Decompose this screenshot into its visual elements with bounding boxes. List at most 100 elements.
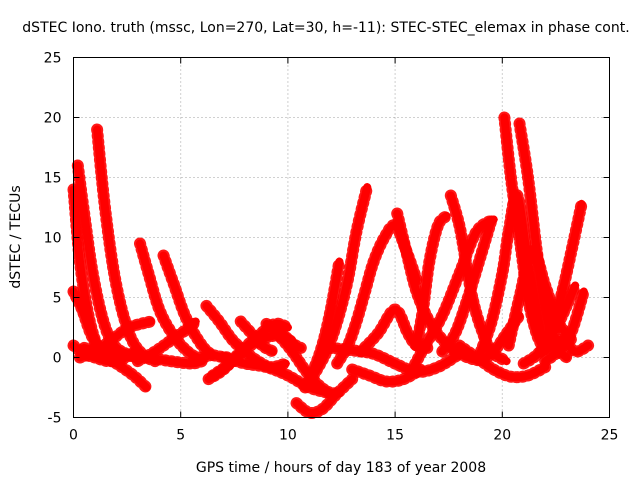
data-point-37-4 bbox=[577, 199, 586, 208]
series-39 bbox=[543, 333, 595, 358]
data-point-18-4 bbox=[348, 375, 357, 384]
data-point-22-1 bbox=[348, 346, 357, 355]
data-point-17-0 bbox=[273, 329, 282, 338]
series-20 bbox=[307, 181, 374, 382]
series-27 bbox=[410, 209, 453, 352]
data-point-30-3 bbox=[489, 347, 498, 356]
data-point-15-1 bbox=[247, 329, 256, 338]
data-point-7-4 bbox=[180, 345, 189, 354]
data-point-25-1 bbox=[401, 245, 410, 254]
x-tick-label-2: 10 bbox=[279, 428, 297, 444]
data-point-9-3 bbox=[165, 357, 174, 366]
data-point-11-1 bbox=[215, 317, 224, 326]
data-point-22-3 bbox=[391, 359, 400, 368]
data-point-13-0 bbox=[208, 371, 217, 380]
data-point-6-2 bbox=[108, 335, 117, 344]
series-6 bbox=[73, 315, 157, 364]
x-tick-label-3: 15 bbox=[386, 428, 404, 444]
data-point-14-1 bbox=[241, 359, 250, 368]
data-point-9-5 bbox=[198, 357, 207, 366]
data-point-13-2 bbox=[243, 343, 252, 352]
data-point-4-1 bbox=[101, 209, 110, 218]
data-point-29-6 bbox=[502, 357, 511, 366]
data-point-9-4 bbox=[187, 359, 196, 368]
data-point-31-0 bbox=[455, 341, 464, 350]
data-point-27-0 bbox=[412, 341, 421, 350]
data-point-32-1 bbox=[487, 317, 496, 326]
data-point-2-1 bbox=[78, 305, 87, 314]
series-15 bbox=[234, 315, 279, 358]
data-point-26-0 bbox=[408, 365, 417, 374]
data-point-33-4 bbox=[532, 329, 541, 338]
data-point-16-0 bbox=[262, 319, 271, 328]
data-point-5-4 bbox=[142, 383, 151, 392]
data-point-37-2 bbox=[558, 287, 567, 296]
data-point-12-5 bbox=[283, 323, 292, 332]
data-point-32-2 bbox=[498, 269, 507, 278]
data-point-8-0 bbox=[159, 251, 168, 260]
plot-area bbox=[67, 111, 595, 420]
data-point-0-1 bbox=[75, 257, 84, 266]
data-point-10-4 bbox=[191, 317, 200, 326]
series-markers-20 bbox=[307, 181, 374, 382]
data-point-35-0 bbox=[504, 341, 513, 350]
data-point-39-3 bbox=[584, 341, 593, 350]
data-point-21-2 bbox=[352, 317, 361, 326]
data-point-39-2 bbox=[571, 347, 580, 356]
series-10 bbox=[131, 315, 202, 368]
data-point-20-2 bbox=[333, 317, 342, 326]
data-point-7-2 bbox=[155, 305, 164, 314]
data-point-19-3 bbox=[326, 305, 335, 314]
data-point-15-2 bbox=[258, 341, 267, 350]
data-point-14-2 bbox=[262, 363, 271, 372]
data-point-37-3 bbox=[569, 239, 578, 248]
data-point-18-1 bbox=[305, 408, 314, 417]
data-point-28-0 bbox=[438, 347, 447, 356]
data-point-32-0 bbox=[476, 347, 485, 356]
y-tick-label-3: 10 bbox=[44, 231, 62, 247]
data-point-8-1 bbox=[170, 281, 179, 290]
data-point-38-3 bbox=[579, 287, 588, 296]
data-point-15-3 bbox=[268, 347, 277, 356]
data-point-38-0 bbox=[541, 357, 550, 366]
data-point-39-0 bbox=[545, 343, 554, 352]
data-point-24-0 bbox=[348, 365, 357, 374]
data-point-1-0 bbox=[73, 161, 82, 170]
data-point-17-3 bbox=[322, 387, 331, 396]
data-point-11-0 bbox=[202, 301, 211, 310]
y-axis-label: dSTEC / TECUs bbox=[8, 185, 24, 288]
data-point-1-2 bbox=[88, 269, 97, 278]
data-point-28-1 bbox=[451, 329, 460, 338]
data-point-32-3 bbox=[504, 227, 513, 236]
data-point-37-0 bbox=[536, 347, 545, 356]
data-point-27-1 bbox=[418, 305, 427, 314]
y-tick-label-5: 20 bbox=[44, 111, 62, 127]
data-point-6-1 bbox=[90, 347, 99, 356]
data-point-4-0 bbox=[93, 125, 102, 134]
data-point-35-3 bbox=[541, 281, 550, 290]
data-point-21-0 bbox=[333, 359, 342, 368]
data-point-27-4 bbox=[442, 211, 451, 220]
data-point-9-1 bbox=[123, 351, 132, 360]
data-point-8-2 bbox=[180, 311, 189, 320]
y-tick-label-1: 0 bbox=[53, 351, 62, 367]
data-point-16-3 bbox=[296, 343, 305, 352]
data-point-7-0 bbox=[135, 239, 144, 248]
data-point-24-1 bbox=[365, 371, 374, 380]
x-tick-label-1: 5 bbox=[176, 428, 185, 444]
data-point-5-3 bbox=[129, 371, 138, 380]
data-point-1-1 bbox=[80, 209, 89, 218]
y-tick-label-0: -5 bbox=[48, 411, 62, 427]
y-tick-label-2: 5 bbox=[53, 291, 62, 307]
x-tick-label-4: 20 bbox=[493, 428, 511, 444]
data-point-10-0 bbox=[133, 357, 142, 366]
data-point-33-2 bbox=[515, 233, 524, 242]
data-point-18-2 bbox=[318, 405, 327, 414]
data-point-21-4 bbox=[369, 257, 378, 266]
data-point-28-3 bbox=[476, 251, 485, 260]
series-37 bbox=[534, 197, 588, 358]
data-point-39-1 bbox=[558, 335, 567, 344]
data-point-23-2 bbox=[391, 305, 400, 314]
data-point-14-0 bbox=[219, 353, 228, 362]
